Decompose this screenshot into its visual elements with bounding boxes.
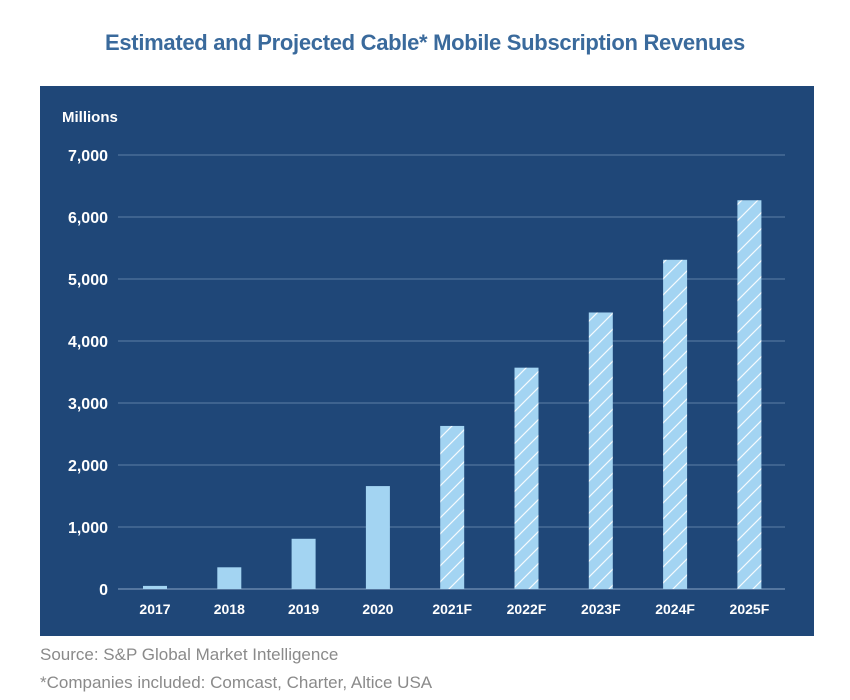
y-tick-label: 3,000 [68, 396, 108, 413]
y-tick-label: 4,000 [68, 334, 108, 351]
companies-note: *Companies included: Comcast, Charter, A… [40, 673, 433, 692]
y-tick-label: 7,000 [68, 148, 108, 165]
bar-2020 [365, 486, 390, 589]
chart-panel: Millions 0 1,000 2,000 3,000 4,000 5,000 6,000… [40, 86, 814, 636]
source-note: Source: S&P Global Market Intelligence [40, 645, 339, 664]
bar-2018 [217, 567, 242, 589]
bar-2023f [588, 312, 613, 589]
bar-2025f [737, 200, 762, 589]
bar-2022f [514, 367, 539, 589]
x-tick-label: 2024F [655, 601, 695, 617]
x-tick-label: 2020 [362, 601, 393, 617]
bar-2021f [440, 425, 465, 589]
bar-2017 [143, 585, 167, 589]
x-tick-label: 2022F [507, 601, 547, 617]
x-tick-label: 2021F [432, 601, 472, 617]
x-tick-label: 2023F [581, 601, 621, 617]
y-tick-label: 5,000 [68, 272, 108, 289]
bar-2019 [291, 538, 316, 589]
bar-chart: Millions 0 1,000 2,000 3,000 4,000 5,000 6,000… [62, 109, 785, 617]
bar-2024f [663, 259, 688, 589]
x-tick-label: 2019 [288, 601, 319, 617]
y-tick-label: 2,000 [68, 458, 108, 475]
y-tick-label: 1,000 [68, 520, 108, 537]
x-tick-label: 2025F [730, 601, 770, 617]
x-tick-label: 2017 [139, 601, 170, 617]
x-tick-label: 2018 [214, 601, 245, 617]
y-axis-label: Millions [62, 109, 118, 126]
chart-title: Estimated and Projected Cable* Mobile Su… [104, 30, 745, 55]
y-tick-label: 0 [99, 582, 108, 599]
y-tick-label: 6,000 [68, 210, 108, 227]
